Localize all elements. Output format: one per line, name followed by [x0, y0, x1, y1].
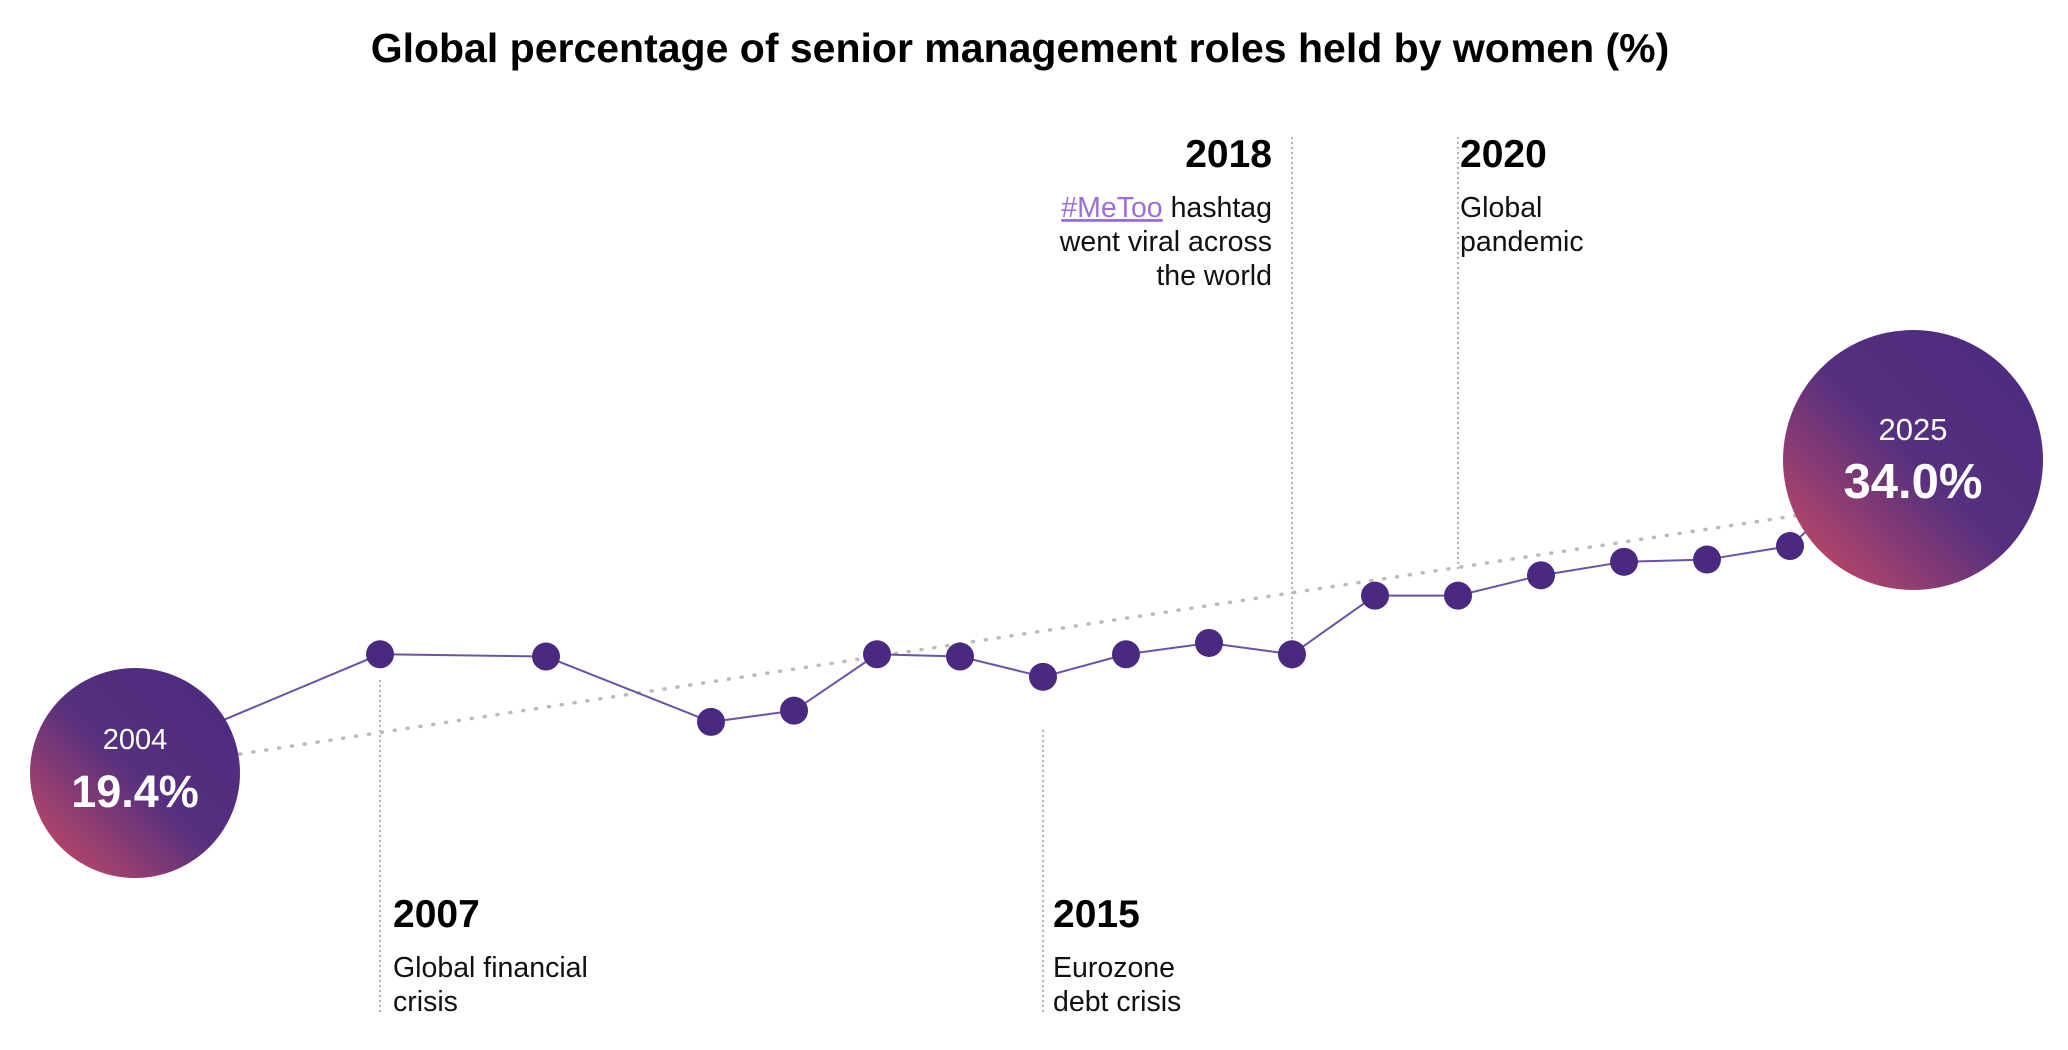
annotation-text-2020-0: Global — [1460, 192, 1542, 224]
highlight-bubble-2025 — [1783, 330, 2043, 590]
data-point-2014 — [946, 642, 974, 671]
highlight-bubble-2004 — [30, 668, 240, 878]
data-point-2012 — [780, 696, 808, 725]
guide-lines — [379, 137, 1459, 1015]
annotation-year-2020: 2020 — [1460, 133, 1547, 176]
highlight-value-2004: 19.4% — [71, 766, 199, 817]
annotation-text-2018-2: the world — [1156, 260, 1272, 292]
metoo-link[interactable]: #MeToo — [1061, 192, 1162, 224]
annotation-text-2018-0: #MeToo hashtag — [1061, 192, 1272, 224]
data-point-2019 — [1361, 581, 1389, 610]
annotation-year-2007: 2007 — [393, 893, 480, 936]
data-point-2011 — [697, 707, 725, 736]
data-point-2009 — [532, 642, 560, 671]
data-point-2023 — [1693, 545, 1721, 574]
data-point-2015 — [1029, 662, 1057, 691]
annotation-text-2015-1: debt crisis — [1053, 986, 1181, 1018]
data-point-2013 — [863, 640, 891, 669]
chart-title: Global percentage of senior management r… — [371, 25, 1670, 71]
highlight-bubbles: 2004 19.4% 2025 34.0% — [30, 330, 2043, 878]
series-line — [132, 428, 1921, 759]
data-point-2021 — [1527, 561, 1555, 590]
trend-line — [238, 513, 1802, 756]
data-point-2018 — [1278, 640, 1306, 669]
annotation-text-span: hashtag — [1163, 192, 1272, 224]
data-point-2022 — [1610, 547, 1638, 576]
annotation-text-2018-1: went viral across — [1059, 226, 1272, 258]
data-point-2020 — [1444, 581, 1472, 610]
data-point-2017 — [1195, 628, 1223, 657]
highlight-year-2004: 2004 — [103, 724, 168, 756]
data-point-2007 — [366, 640, 394, 669]
annotation-year-2015: 2015 — [1053, 893, 1140, 936]
data-point-2016 — [1112, 640, 1140, 669]
annotation-text-2007-0: Global financial — [393, 952, 588, 984]
annotation-text-2020-1: pandemic — [1460, 226, 1584, 258]
annotation-year-2018: 2018 — [1185, 133, 1272, 176]
highlight-year-2025: 2025 — [1879, 412, 1948, 447]
annotation-text-2015-0: Eurozone — [1053, 952, 1175, 984]
highlight-value-2025: 34.0% — [1844, 455, 1983, 509]
annotation-text-2007-1: crisis — [393, 986, 458, 1018]
trend-line-group — [238, 513, 1802, 756]
series-group — [132, 428, 1921, 759]
data-point-2024 — [1776, 532, 1804, 561]
